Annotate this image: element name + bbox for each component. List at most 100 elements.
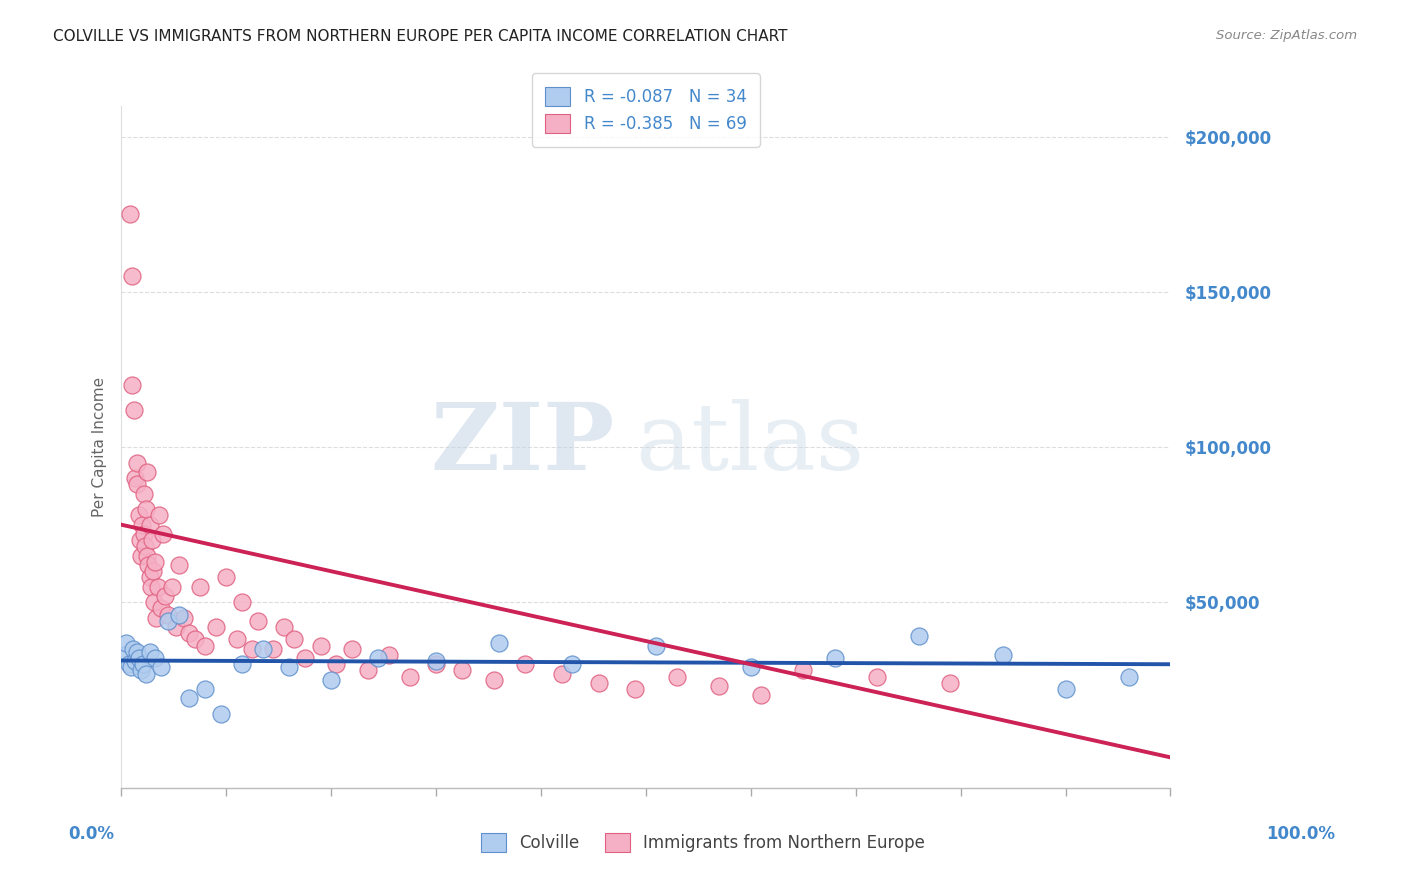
Point: [115, 635, 138, 649]
Point: [135, 666, 157, 681]
Point: [515, 657, 537, 672]
Point: [378, 648, 401, 662]
Point: [246, 614, 269, 628]
Point: [142, 564, 165, 578]
Text: ZIP: ZIP: [430, 399, 614, 489]
Text: Source: ZipAtlas.com: Source: ZipAtlas.com: [1216, 29, 1357, 43]
Point: [125, 645, 148, 659]
Point: [294, 651, 316, 665]
Point: [425, 654, 447, 668]
Point: [939, 676, 962, 690]
Point: [150, 601, 173, 615]
Point: [991, 648, 1014, 662]
Point: [709, 679, 731, 693]
Point: [252, 641, 274, 656]
Point: [117, 657, 139, 672]
Point: [749, 689, 772, 703]
Point: [129, 549, 152, 563]
Point: [278, 660, 301, 674]
Point: [183, 632, 205, 647]
Point: [135, 502, 157, 516]
Text: COLVILLE VS IMMIGRANTS FROM NORTHERN EUROPE PER CAPITA INCOME CORRELATION CHART: COLVILLE VS IMMIGRANTS FROM NORTHERN EUR…: [53, 29, 787, 45]
Point: [134, 540, 156, 554]
Point: [204, 620, 226, 634]
Point: [128, 651, 150, 665]
Point: [160, 580, 183, 594]
Point: [146, 580, 169, 594]
Point: [129, 533, 152, 548]
Point: [138, 570, 160, 584]
Text: 100.0%: 100.0%: [1265, 825, 1336, 843]
Point: [132, 657, 155, 672]
Text: atlas: atlas: [636, 399, 865, 489]
Point: [138, 517, 160, 532]
Point: [134, 486, 156, 500]
Point: [309, 639, 332, 653]
Point: [128, 508, 150, 523]
Point: [357, 664, 380, 678]
Point: [340, 641, 363, 656]
Point: [1054, 682, 1077, 697]
Point: [139, 580, 162, 594]
Point: [262, 641, 284, 656]
Point: [215, 570, 238, 584]
Point: [125, 477, 148, 491]
Point: [482, 673, 505, 687]
Point: [273, 620, 295, 634]
Point: [167, 607, 190, 622]
Point: [488, 635, 510, 649]
Point: [173, 611, 195, 625]
Point: [319, 673, 342, 687]
Point: [138, 645, 160, 659]
Point: [150, 660, 173, 674]
Point: [792, 664, 814, 678]
Point: [131, 517, 153, 532]
Point: [152, 527, 174, 541]
Point: [645, 639, 668, 653]
Point: [194, 639, 217, 653]
Legend: Colville, Immigrants from Northern Europe: Colville, Immigrants from Northern Europ…: [474, 826, 932, 859]
Point: [138, 558, 160, 572]
Point: [824, 651, 846, 665]
Point: [134, 527, 156, 541]
Point: [179, 626, 201, 640]
Point: [231, 657, 253, 672]
Legend: R = -0.087   N = 34, R = -0.385   N = 69: R = -0.087 N = 34, R = -0.385 N = 69: [531, 73, 759, 147]
Point: [124, 654, 146, 668]
Point: [283, 632, 305, 647]
Point: [120, 660, 142, 674]
Point: [165, 620, 187, 634]
Point: [141, 533, 163, 548]
Point: [367, 651, 389, 665]
Point: [551, 666, 574, 681]
Point: [143, 651, 166, 665]
Point: [907, 629, 929, 643]
Point: [179, 691, 201, 706]
Point: [157, 614, 180, 628]
Point: [225, 632, 247, 647]
Point: [231, 595, 253, 609]
Point: [167, 558, 190, 572]
Point: [112, 648, 135, 662]
Point: [209, 706, 232, 721]
Point: [145, 611, 167, 625]
Point: [866, 670, 889, 684]
Point: [425, 657, 447, 672]
Point: [124, 471, 146, 485]
Point: [157, 607, 180, 622]
Point: [1118, 670, 1140, 684]
Point: [125, 456, 148, 470]
Point: [561, 657, 583, 672]
Point: [121, 641, 143, 656]
Point: [129, 664, 152, 678]
Point: [398, 670, 420, 684]
Point: [240, 641, 263, 656]
Point: [188, 580, 211, 594]
Point: [143, 555, 166, 569]
Point: [325, 657, 347, 672]
Text: 0.0%: 0.0%: [69, 825, 114, 843]
Point: [666, 670, 689, 684]
Point: [451, 664, 474, 678]
Point: [122, 403, 145, 417]
Point: [194, 682, 217, 697]
